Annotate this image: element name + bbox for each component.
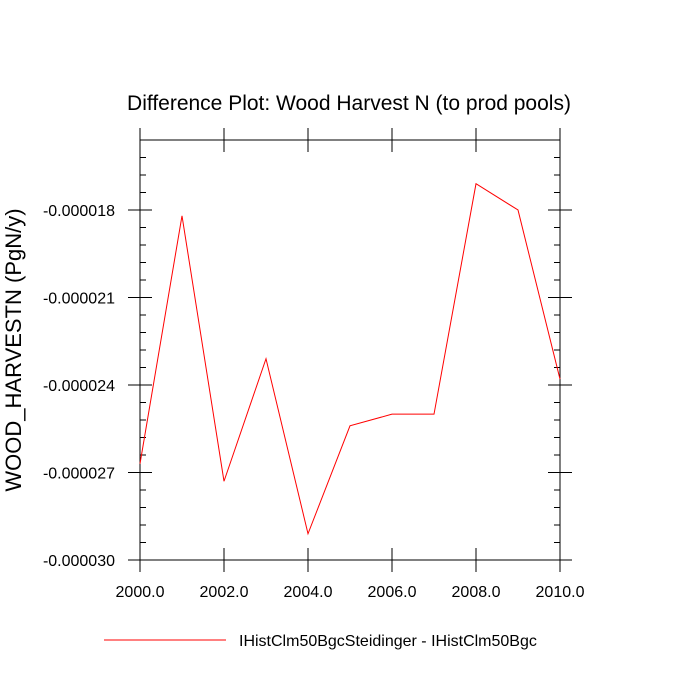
y-tick-label: -0.000018 [43,203,115,220]
chart-title: Difference Plot: Wood Harvest N (to prod… [127,92,571,115]
y-tick-label: -0.000030 [43,553,115,570]
y-tick-label: -0.000027 [43,466,115,483]
x-tick-label: 2002.0 [200,584,249,601]
x-tick-label: 2000.0 [116,584,165,601]
y-axis-label: WOOD_HARVESTN (PgN/y) [1,208,26,491]
series-line [139,182,561,536]
x-tick-labels: 2000.0 2002.0 2004.0 2006.0 2008.0 2010.0 [116,584,585,601]
x-tick-label: 2004.0 [284,584,333,601]
legend-label: IHistClm50BgcSteidinger - IHistClm50Bgc [239,633,537,650]
data-series [139,182,561,536]
y-tick-label: -0.000021 [43,291,115,308]
y-tick-label: -0.000024 [43,378,115,395]
axis-ticks [128,128,572,572]
x-tick-label: 2008.0 [452,584,501,601]
y-tick-labels: -0.000030 -0.000027 -0.000024 -0.000021 -0.0… [43,203,115,570]
x-tick-label: 2006.0 [368,584,417,601]
x-tick-label: 2010.0 [536,584,585,601]
